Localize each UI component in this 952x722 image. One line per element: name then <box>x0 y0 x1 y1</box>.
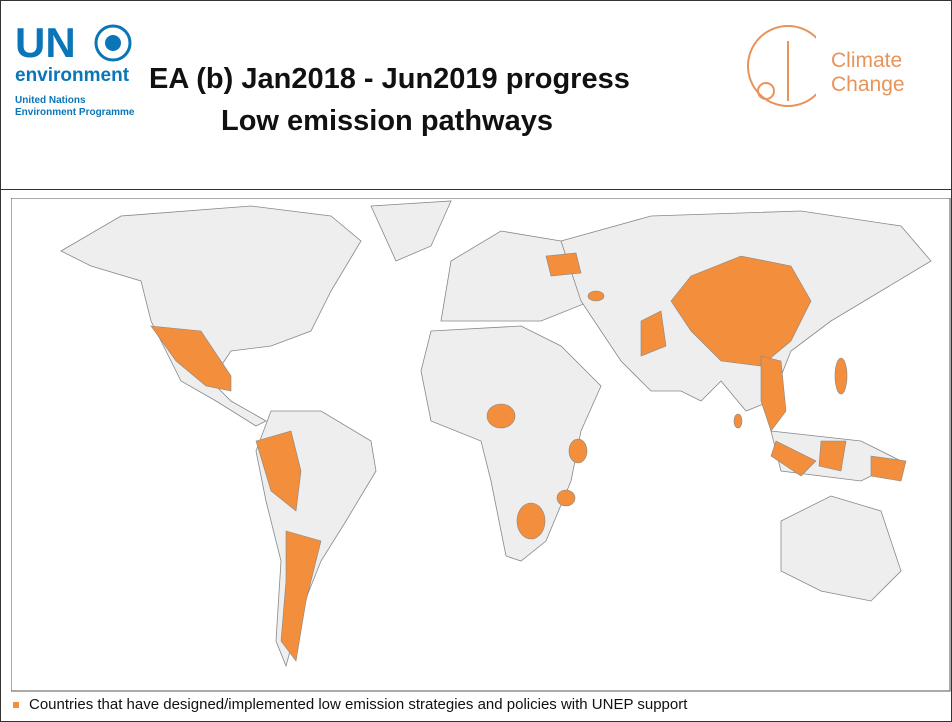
title-line2: Low emission pathways <box>221 105 553 137</box>
logo-line1: United Nations <box>15 95 86 106</box>
badge-line1: Climate <box>831 49 903 72</box>
badge-icon <box>747 25 816 107</box>
logo-line2: Environment Programme <box>15 107 135 118</box>
header-rule <box>1 189 951 190</box>
world-map <box>11 198 951 692</box>
logo-emblem <box>94 24 132 62</box>
logo-un: UN <box>15 19 76 66</box>
title-line1: EA (b) Jan2018 - Jun2019 progress <box>149 63 630 95</box>
highlighted-countries <box>150 252 907 662</box>
caption: Countries that have designed/implemented… <box>29 696 688 713</box>
badge-line2: Change <box>831 73 905 96</box>
logo-environment: environment <box>15 65 130 86</box>
bullet <box>13 702 19 708</box>
